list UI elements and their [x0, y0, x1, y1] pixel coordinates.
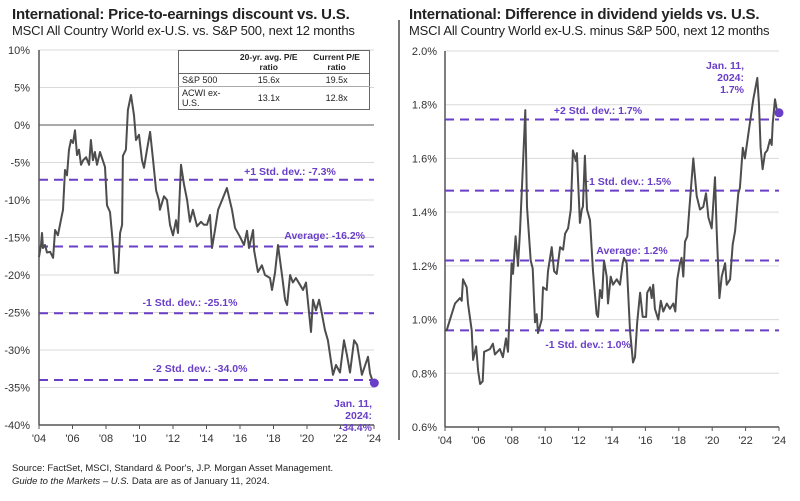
reference-line-label: Average: -16.2%: [284, 230, 365, 242]
reference-line-label: -2 Std. dev.: -34.0%: [153, 363, 249, 375]
right-chart-title: International: Difference in dividend yi…: [409, 6, 760, 23]
x-tick-label: '24: [367, 433, 381, 445]
x-tick-label: '18: [266, 433, 280, 445]
reference-line-label: Average: 1.2%: [596, 245, 668, 257]
x-tick-label: '06: [471, 435, 485, 447]
reference-line-label: -1 Std. dev.: -25.1%: [143, 297, 239, 309]
x-tick-label: '04: [32, 433, 46, 445]
table-cell: 12.8x: [325, 93, 348, 103]
endpoint-annotation: Jan. 11,: [334, 398, 372, 410]
x-tick-label: '14: [199, 433, 213, 445]
y-tick-label: 1.6%: [412, 153, 437, 165]
left-chart-title: International: Price-to-earnings discoun…: [12, 6, 350, 23]
endpoint-annotation: -34.4%: [339, 422, 373, 434]
table-row: S&P 500 15.6x 19.5x: [178, 73, 370, 87]
table-header: Current P/E ratio: [304, 50, 370, 74]
y-tick-label: 0%: [14, 120, 30, 132]
y-tick-label: -30%: [4, 345, 30, 357]
pe-ratio-table: 20-yr. avg. P/E ratio Current P/E ratio …: [178, 50, 370, 110]
y-tick-label: -35%: [4, 383, 30, 395]
y-tick-label: 0.8%: [412, 368, 437, 380]
y-tick-label: 0.6%: [412, 422, 437, 434]
y-tick-label: 1.2%: [412, 261, 437, 273]
panel-divider: [398, 20, 400, 440]
x-tick-label: '16: [638, 435, 652, 447]
x-tick-label: '10: [132, 433, 146, 445]
x-tick-label: '12: [571, 435, 585, 447]
table-cell: 15.6x: [233, 73, 305, 87]
x-tick-label: '08: [505, 435, 519, 447]
table-header: [178, 50, 234, 74]
left-chart-subtitle: MSCI All Country World ex-U.S. vs. S&P 5…: [12, 23, 355, 38]
endpoint-marker: [369, 378, 379, 388]
y-tick-label: -20%: [4, 270, 30, 282]
y-tick-label: 1.4%: [412, 207, 437, 219]
x-tick-label: '14: [605, 435, 619, 447]
table-cell: 13.1x: [257, 93, 280, 103]
x-tick-label: '10: [538, 435, 552, 447]
y-tick-label: 10%: [8, 45, 30, 57]
data-date-note: Guide to the Markets – U.S. Data are as …: [12, 476, 270, 487]
y-tick-label: 1.0%: [412, 315, 437, 327]
endpoint-annotation: 2024:: [345, 410, 372, 422]
endpoint-annotation: 2024:: [717, 72, 744, 84]
x-tick-label: '24: [772, 435, 786, 447]
series-line: [445, 76, 779, 385]
table-row: ACWI ex-U.S. 13.1x 12.8x: [179, 87, 370, 110]
x-tick-label: '20: [705, 435, 719, 447]
table-cell: ACWI ex-U.S.: [182, 88, 221, 108]
reference-line-label: -1 Std. dev.: 1.0%: [545, 339, 631, 351]
table-cell: 19.5x: [304, 73, 370, 87]
x-tick-label: '22: [738, 435, 752, 447]
reference-line-label: +2 Std. dev.: 1.7%: [554, 105, 643, 117]
x-tick-label: '08: [99, 433, 113, 445]
x-tick-label: '06: [65, 433, 79, 445]
endpoint-marker: [774, 108, 784, 118]
source-note: Source: FactSet, MSCI, Standard & Poor's…: [12, 463, 334, 474]
y-tick-label: 1.8%: [412, 100, 437, 112]
y-tick-label: 2.0%: [412, 46, 437, 58]
endpoint-annotation: 1.7%: [720, 84, 745, 96]
x-tick-label: '04: [438, 435, 452, 447]
y-tick-label: 5%: [14, 83, 30, 95]
endpoint-annotation: Jan. 11,: [706, 60, 744, 72]
right-chart-subtitle: MSCI All Country World ex-U.S. minus S&P…: [409, 23, 770, 38]
x-tick-label: '18: [672, 435, 686, 447]
y-tick-label: -40%: [4, 420, 30, 432]
table-header: 20-yr. avg. P/E ratio: [233, 50, 305, 74]
series-line: [38, 94, 375, 384]
y-tick-label: -10%: [4, 195, 30, 207]
x-tick-label: '16: [233, 433, 247, 445]
as-of-text: Data are as of January 11, 2024.: [129, 476, 270, 487]
reference-line-label: +1 Std. dev.: -7.3%: [244, 166, 336, 178]
x-tick-label: '12: [166, 433, 180, 445]
y-tick-label: -15%: [4, 233, 30, 245]
x-tick-label: '20: [300, 433, 314, 445]
y-tick-label: -25%: [4, 308, 30, 320]
y-tick-label: -5%: [10, 158, 30, 170]
x-tick-label: '22: [333, 433, 347, 445]
reference-line-label: +1 Std. dev.: 1.5%: [583, 176, 672, 188]
table-cell: S&P 500: [178, 73, 234, 87]
guide-title: Guide to the Markets – U.S.: [12, 476, 130, 487]
